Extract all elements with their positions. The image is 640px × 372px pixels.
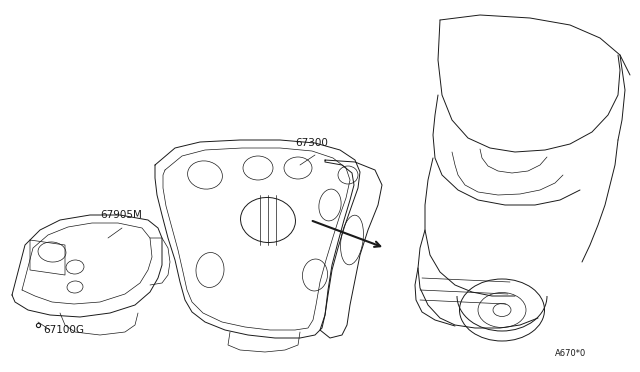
- Text: 67905M: 67905M: [100, 210, 142, 220]
- Text: 67300: 67300: [295, 138, 328, 148]
- Text: A670*0: A670*0: [555, 349, 586, 358]
- Text: 67100G: 67100G: [43, 325, 84, 335]
